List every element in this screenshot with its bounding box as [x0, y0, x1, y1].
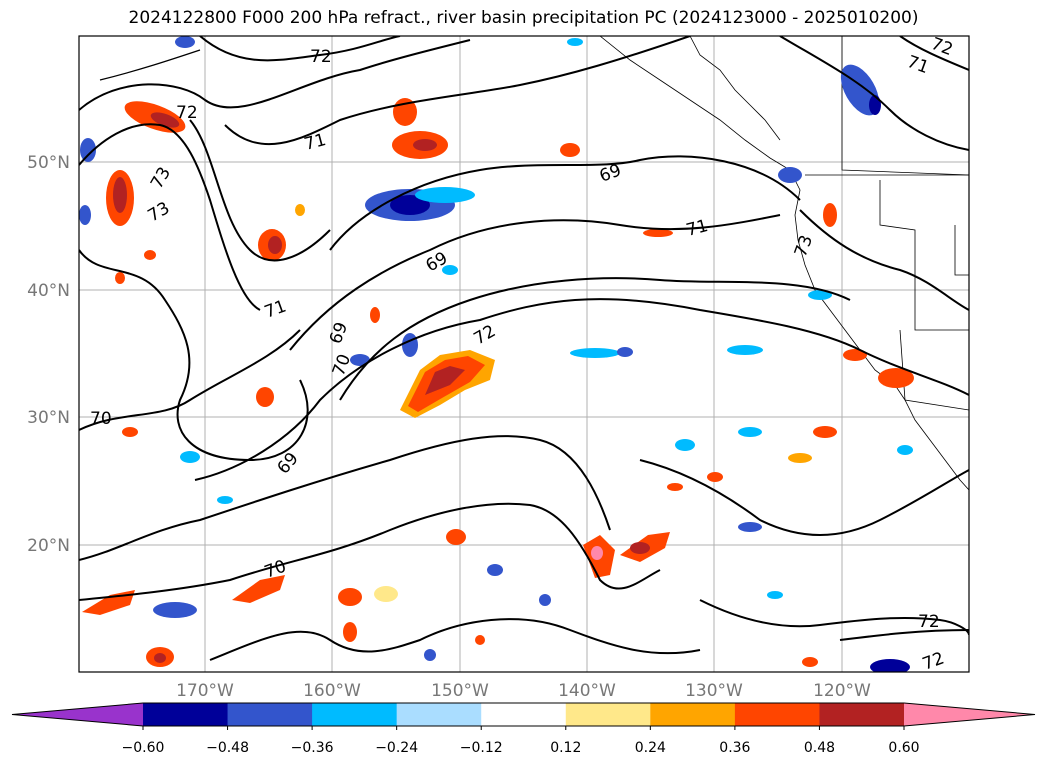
colorbar-tick-label: −0.48 — [206, 740, 249, 756]
colorbar-tick-label: −0.12 — [460, 740, 503, 756]
map-frame — [78, 35, 970, 673]
contour-label: 72 — [176, 103, 198, 123]
colorbar-tick-label: 0.36 — [719, 740, 750, 756]
colorbar-segment — [396, 703, 482, 726]
contour-label: 72 — [920, 649, 947, 675]
colorbar-segment — [312, 703, 398, 726]
refractivity-contours — [79, 36, 969, 661]
colorbar-segment — [565, 703, 651, 726]
colorbar-extend-max — [904, 703, 1035, 726]
contour-label: 72 — [310, 47, 332, 67]
colorbar-tick-label: −0.24 — [375, 740, 418, 756]
colorbar-tick-label: 0.48 — [804, 740, 835, 756]
lon-label: 140°W — [558, 681, 616, 701]
longitude-labels: 170°W 160°W 150°W 140°W 130°W 120°W — [176, 681, 871, 701]
lon-label: 170°W — [176, 681, 234, 701]
lat-label: 20°N — [27, 536, 70, 556]
colorbar-segment — [143, 703, 229, 726]
colorbar-segment — [227, 703, 313, 726]
lat-label: 40°N — [27, 281, 70, 301]
colorbar-segment — [734, 703, 820, 726]
lon-label: 150°W — [431, 681, 489, 701]
contour-label: 72 — [918, 612, 940, 632]
lon-label: 120°W — [813, 681, 871, 701]
colorbar-extend-min — [12, 703, 143, 726]
colorbar-segment — [481, 703, 567, 726]
colorbar-tick-label: 0.12 — [550, 740, 581, 756]
negative-anomaly-areas — [79, 36, 913, 672]
colorbar-tick-label: 0.24 — [635, 740, 666, 756]
colorbar-segment — [650, 703, 736, 726]
colorbar-tick-label: 0.60 — [888, 740, 919, 756]
colorbar-segment — [819, 703, 905, 726]
colorbar-tick-label: −0.60 — [122, 740, 165, 756]
lat-label: 30°N — [27, 408, 70, 428]
colorbar: −0.60 −0.48 −0.36 −0.24 −0.12 0.12 0.24 0.36 0.4… — [11, 702, 1036, 756]
lat-label: 50°N — [27, 153, 70, 173]
contour-label: 70 — [90, 409, 112, 429]
lon-label: 130°W — [685, 681, 743, 701]
positive-anomaly-areas — [82, 98, 914, 667]
map-plot-area: 72 72 73 73 71 71 71 69 69 69 69 70 70 7… — [79, 36, 969, 675]
map-title: 2024122800 F000 200 hPa refract., river … — [128, 8, 919, 28]
colorbar-tick-label: −0.36 — [291, 740, 334, 756]
lon-label: 160°W — [303, 681, 361, 701]
latitude-labels: 50°N 40°N 30°N 20°N — [27, 153, 70, 556]
gridlines — [79, 36, 969, 672]
